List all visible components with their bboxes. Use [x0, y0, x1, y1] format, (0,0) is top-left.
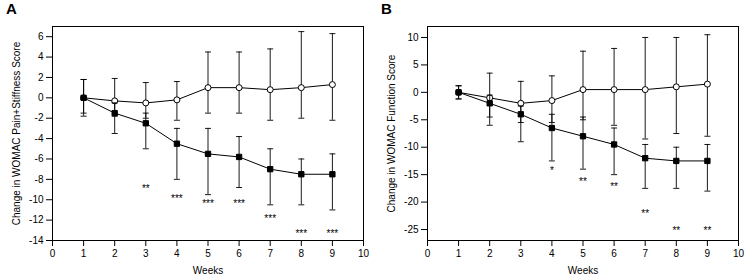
svg-text:***: ***: [327, 228, 339, 239]
svg-text:***: ***: [233, 198, 245, 209]
svg-text:10: 10: [358, 248, 370, 259]
svg-text:Weeks: Weeks: [193, 265, 223, 276]
svg-text:**: **: [704, 225, 712, 236]
svg-text:9: 9: [705, 248, 711, 259]
svg-text:0: 0: [413, 87, 419, 98]
svg-text:-12: -12: [29, 214, 44, 225]
svg-text:***: ***: [171, 193, 183, 204]
svg-text:4: 4: [38, 51, 44, 62]
svg-text:***: ***: [202, 198, 214, 209]
svg-text:**: **: [142, 183, 150, 194]
svg-text:2: 2: [38, 72, 44, 83]
svg-text:1: 1: [81, 248, 87, 259]
svg-text:**: **: [672, 225, 680, 236]
svg-text:2: 2: [112, 248, 118, 259]
svg-text:0: 0: [38, 92, 44, 103]
html-text:A: A: [6, 0, 17, 17]
svg-text:7: 7: [267, 248, 273, 259]
svg-text:Change in WOMAC Pain+Stiffness: Change in WOMAC Pain+Stiffness Score: [11, 41, 22, 225]
svg-text:-5: -5: [410, 114, 419, 125]
svg-text:7: 7: [642, 248, 648, 259]
svg-text:-8: -8: [35, 174, 44, 185]
svg-text:10: 10: [407, 32, 419, 43]
svg-text:***: ***: [295, 228, 307, 239]
svg-text:3: 3: [518, 248, 524, 259]
svg-text:9: 9: [330, 248, 336, 259]
svg-text:10: 10: [733, 248, 745, 259]
svg-text:**: **: [610, 181, 618, 192]
svg-text:-6: -6: [35, 153, 44, 164]
svg-text:5: 5: [205, 248, 211, 259]
svg-text:**: **: [641, 208, 649, 219]
svg-text:*: *: [550, 165, 554, 176]
svg-text:5: 5: [580, 248, 586, 259]
svg-text:***: ***: [264, 213, 276, 224]
svg-text:3: 3: [143, 248, 149, 259]
svg-text:-15: -15: [404, 169, 419, 180]
svg-text:8: 8: [299, 248, 305, 259]
svg-text:8: 8: [674, 248, 680, 259]
svg-text:0: 0: [425, 248, 431, 259]
svg-text:**: **: [579, 175, 587, 186]
svg-text:-2: -2: [35, 112, 44, 123]
svg-text:-10: -10: [29, 194, 44, 205]
svg-text:-20: -20: [404, 196, 419, 207]
svg-text:6: 6: [236, 248, 242, 259]
svg-text:-4: -4: [35, 133, 44, 144]
svg-text:5: 5: [413, 59, 419, 70]
svg-text:-10: -10: [404, 141, 419, 152]
svg-text:4: 4: [549, 248, 555, 259]
html-text:B: B: [381, 0, 392, 17]
svg-text:-25: -25: [404, 224, 419, 235]
svg-text:6: 6: [611, 248, 617, 259]
svg-text:-14: -14: [29, 235, 44, 246]
svg-text:Change in WOMAC Function Score: Change in WOMAC Function Score: [386, 54, 397, 212]
svg-text:1: 1: [456, 248, 462, 259]
svg-text:4: 4: [174, 248, 180, 259]
svg-text:0: 0: [50, 248, 56, 259]
svg-text:2: 2: [487, 248, 493, 259]
svg-text:Weeks: Weeks: [568, 265, 598, 276]
svg-text:6: 6: [38, 31, 44, 42]
